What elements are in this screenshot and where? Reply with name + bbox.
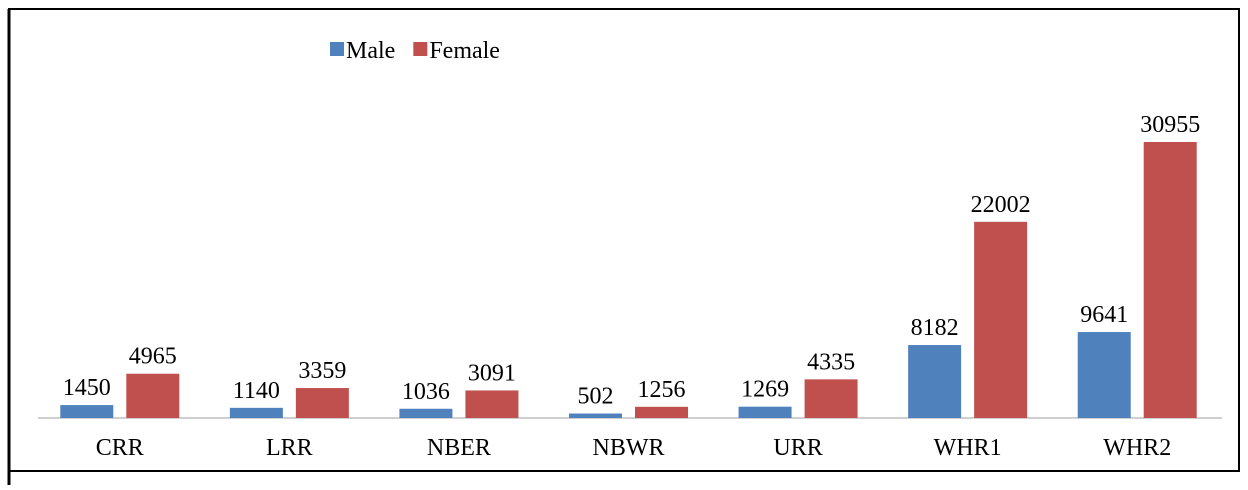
bar	[804, 379, 858, 418]
data-label: 3091	[468, 360, 516, 386]
frame	[8, 8, 1240, 472]
x-tick-label: WHR2	[1103, 435, 1171, 461]
data-label: 4335	[807, 349, 855, 375]
data-label: 9641	[1080, 302, 1128, 328]
data-label: 1140	[233, 378, 280, 404]
bar	[465, 390, 519, 418]
bar	[60, 405, 114, 418]
bar	[295, 388, 349, 418]
data-label: 1256	[638, 377, 686, 403]
data-label: 22002	[971, 192, 1031, 218]
data-label: 3359	[298, 358, 346, 384]
data-label: 4965	[129, 344, 177, 370]
x-tick-label: NBER	[427, 435, 491, 461]
legend-label: Male	[346, 38, 395, 64]
legend-swatch	[413, 42, 428, 56]
data-label: 502	[578, 384, 614, 410]
bar	[974, 221, 1028, 418]
legend-swatch	[330, 42, 344, 56]
bar	[569, 413, 622, 418]
data-label: 1269	[741, 377, 789, 403]
bar	[738, 406, 792, 418]
x-tick-label: LRR	[266, 435, 313, 461]
bar	[635, 406, 688, 418]
data-label: 30955	[1140, 112, 1200, 138]
bar	[399, 408, 453, 418]
data-label: 8182	[911, 315, 959, 341]
x-tick-label: WHR1	[934, 435, 1002, 461]
bar	[908, 345, 962, 418]
x-tick-label: CRR	[96, 435, 144, 461]
bar	[229, 407, 283, 418]
data-label: 1450	[63, 375, 111, 401]
bar	[126, 373, 180, 418]
data-label: 1036	[402, 379, 450, 405]
x-tick-label: URR	[773, 435, 822, 461]
bar	[1077, 332, 1131, 418]
x-tick-label: NBWR	[593, 435, 665, 461]
legend-label: Female	[429, 38, 500, 64]
bar	[1143, 142, 1197, 418]
